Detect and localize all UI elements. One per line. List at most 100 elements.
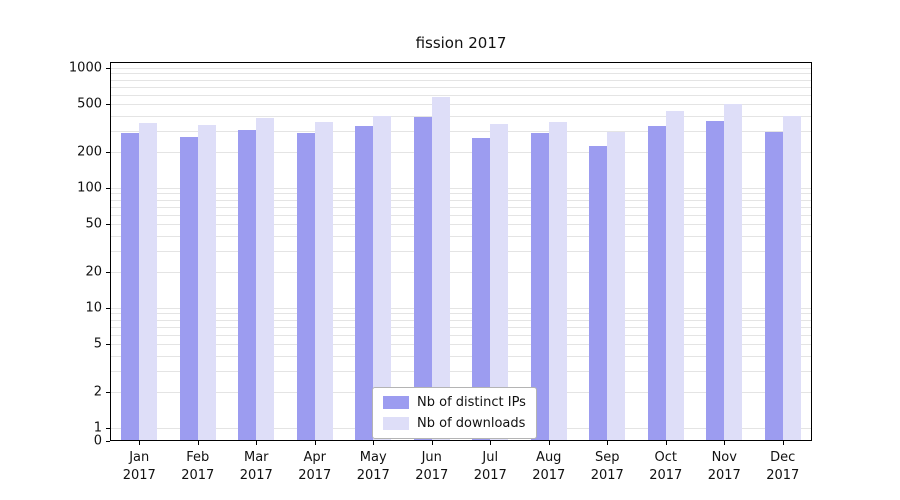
y-axis-tick-label: 200 [77,144,102,160]
gridline [111,214,811,216]
gridline [111,250,811,252]
gridline [111,193,811,195]
x-axis-tick [139,441,141,445]
y-axis-tick [106,104,110,106]
gridline [111,206,811,208]
chart-title: fission 2017 [415,34,507,52]
x-axis-tick [782,441,784,445]
gridline [111,151,811,153]
legend-label-downloads: Nb of downloads [417,416,526,431]
gridline [111,73,811,75]
y-axis-tick [106,224,110,226]
y-axis-tick-label: 0 [93,433,102,449]
gridline [111,130,811,132]
bar-distinct-ips [413,117,432,440]
x-axis-tick-label: Mar 2017 [239,450,273,483]
gridline [111,344,811,346]
x-axis-tick [665,441,667,445]
y-axis-tick [106,391,110,393]
gridline [111,319,811,321]
bar-downloads [197,124,216,440]
y-axis-tick [106,271,110,273]
bar-downloads [490,124,509,440]
legend: Nb of distinct IPs Nb of downloads [372,387,537,439]
legend-label-distinct-ips: Nb of distinct IPs [417,395,526,410]
gridline [111,188,811,189]
gridline [111,370,811,372]
x-axis-tick [490,441,492,445]
x-axis-tick-label: Feb 2017 [181,450,215,483]
x-axis-tick-label: Dec 2017 [766,450,800,483]
y-axis-tick-label: 2 [93,384,102,400]
gridline [111,94,811,96]
x-axis-tick [607,441,609,445]
legend-item-downloads: Nb of downloads [383,416,526,431]
gridline [111,334,811,336]
y-axis-tick [106,428,110,429]
gridline [111,308,811,309]
bar-distinct-ips [179,136,198,440]
legend-swatch-distinct-ips [383,396,409,409]
gridline [111,224,811,226]
y-axis-tick-label: 1000 [68,60,102,76]
y-axis-tick [106,188,110,189]
bar-downloads [256,118,275,440]
y-axis-tick [106,151,110,153]
gridline [111,104,811,106]
bar-downloads [724,104,743,440]
bar-distinct-ips [238,129,257,440]
bar-downloads [139,122,158,440]
y-axis-tick-label: 10 [85,300,102,316]
gridline [111,271,811,273]
y-axis-tick-label: 1 [93,420,102,436]
x-axis-tick [431,441,433,445]
bar-downloads [548,122,567,440]
gridline [111,68,811,69]
gridline [111,326,811,328]
bar-distinct-ips [530,132,549,440]
y-axis-tick-label: 50 [85,216,102,232]
bar-distinct-ips [764,131,783,440]
y-axis-tick [106,441,110,442]
bar-distinct-ips [296,132,315,440]
x-axis-tick [197,441,199,445]
legend-item-distinct-ips: Nb of distinct IPs [383,395,526,410]
gridline [111,199,811,201]
x-axis-tick-label: Nov 2017 [707,450,741,483]
x-axis-tick-label: Aug 2017 [532,450,566,483]
x-axis-tick-label: Jan 2017 [122,450,156,483]
gridline [111,115,811,117]
x-axis-tick-label: Apr 2017 [298,450,332,483]
x-axis-tick [314,441,316,445]
bar-downloads [665,110,684,440]
x-axis-tick-label: Jul 2017 [473,450,507,483]
y-axis-tick [106,308,110,309]
y-axis-tick [106,344,110,346]
y-axis-tick-label: 500 [77,96,102,112]
x-axis-tick-label: Sep 2017 [590,450,624,483]
y-axis-tick-label: 20 [85,264,102,280]
x-axis-tick [256,441,258,445]
bar-downloads [782,116,801,440]
bar-downloads [607,131,626,440]
gridline [111,79,811,81]
y-axis-tick [106,68,110,69]
gridline [111,86,811,88]
legend-swatch-downloads [383,417,409,430]
gridline [111,235,811,237]
x-axis-tick [724,441,726,445]
bar-downloads [373,115,392,440]
x-axis-tick-label: May 2017 [356,450,390,483]
x-axis-tick [548,441,550,445]
x-axis-tick [373,441,375,445]
bar-distinct-ips [472,137,491,440]
bar-distinct-ips [706,121,725,440]
gridline [111,355,811,357]
bar-distinct-ips [121,132,140,440]
bar-distinct-ips [589,145,608,440]
bar-downloads [314,122,333,440]
x-axis-tick-label: Jun 2017 [415,450,449,483]
bar-distinct-ips [647,125,666,440]
bar-downloads [431,97,450,440]
